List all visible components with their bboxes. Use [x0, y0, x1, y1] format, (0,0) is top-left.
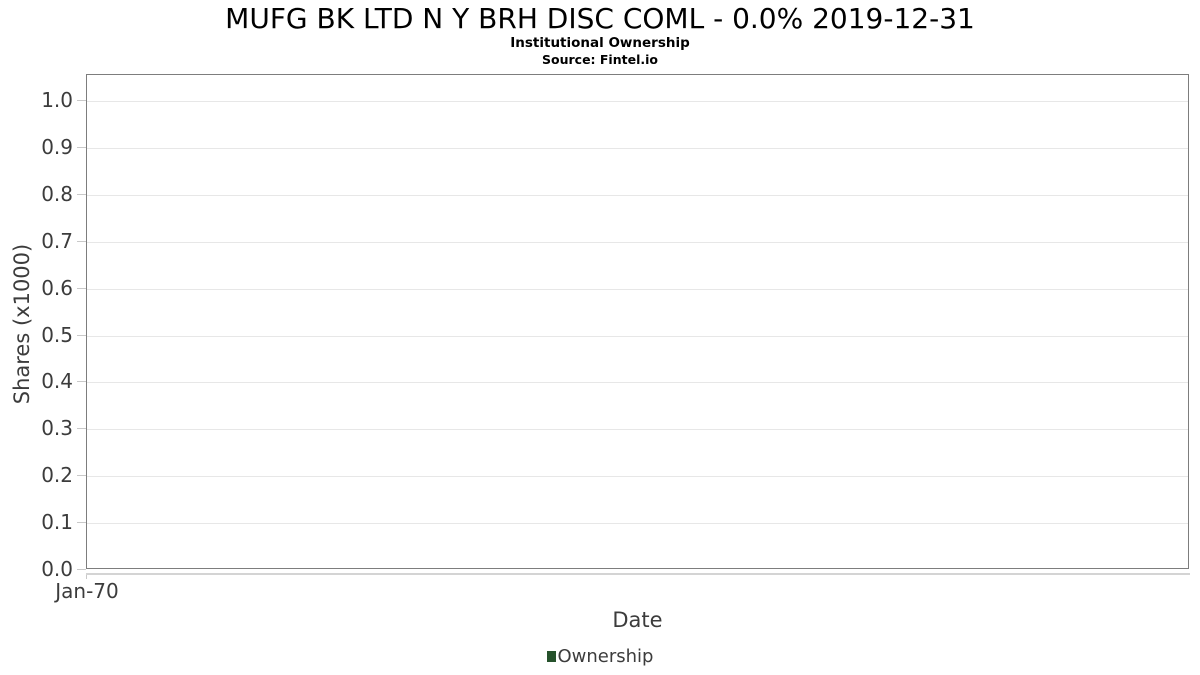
x-axis-title: Date: [612, 608, 663, 632]
gridline-0.5: [87, 336, 1188, 337]
y-tick-label-1.0: 1.0: [41, 88, 73, 112]
y-tick-label-0.6: 0.6: [41, 276, 73, 300]
gridline-0.9: [87, 148, 1188, 149]
legend-item-ownership[interactable]: Ownership: [546, 646, 654, 667]
chart-subtitle: Institutional Ownership: [510, 35, 690, 51]
y-tick-mark-1.0: [77, 100, 86, 101]
x-tick-mark: [86, 575, 87, 579]
gridline-0.1: [87, 523, 1188, 524]
y-tick-mark-0.8: [77, 194, 86, 195]
legend-marker-square-icon: [546, 651, 556, 662]
y-tick-label-0.5: 0.5: [41, 323, 73, 347]
y-tick-label-0.7: 0.7: [41, 229, 73, 253]
y-tick-label-0.2: 0.2: [41, 463, 73, 487]
gridline-0.4: [87, 382, 1188, 383]
y-tick-mark-0.1: [77, 522, 86, 523]
y-tick-label-0.4: 0.4: [41, 369, 73, 393]
gridline-0.3: [87, 429, 1188, 430]
legend: Ownership: [0, 646, 1200, 667]
y-tick-label-0.3: 0.3: [41, 416, 73, 440]
y-tick-label-0.0: 0.0: [41, 557, 73, 581]
y-tick-mark-0.4: [77, 381, 86, 382]
y-tick-mark-0.3: [77, 428, 86, 429]
gridline-0.8: [87, 195, 1188, 196]
chart-source: Source: Fintel.io: [542, 52, 658, 67]
y-tick-mark-0.5: [77, 335, 86, 336]
y-tick-mark-0.7: [77, 241, 86, 242]
gridline-0.2: [87, 476, 1188, 477]
y-tick-mark-0.9: [77, 147, 86, 148]
y-tick-mark-0.0: [77, 569, 86, 570]
plot-area: [86, 74, 1189, 569]
y-tick-label-0.9: 0.9: [41, 135, 73, 159]
gridline-0.7: [87, 242, 1188, 243]
chart-title: MUFG BK LTD N Y BRH DISC COML - 0.0% 201…: [225, 2, 975, 35]
y-tick-mark-0.6: [77, 288, 86, 289]
x-tick-label: Jan-70: [55, 579, 119, 603]
legend-label: Ownership: [557, 646, 654, 667]
y-tick-mark-0.2: [77, 475, 86, 476]
y-tick-label-0.1: 0.1: [41, 510, 73, 534]
x-axis-line: [86, 573, 1190, 575]
gridline-1.0: [87, 101, 1188, 102]
y-tick-label-0.8: 0.8: [41, 182, 73, 206]
gridline-0.6: [87, 289, 1188, 290]
